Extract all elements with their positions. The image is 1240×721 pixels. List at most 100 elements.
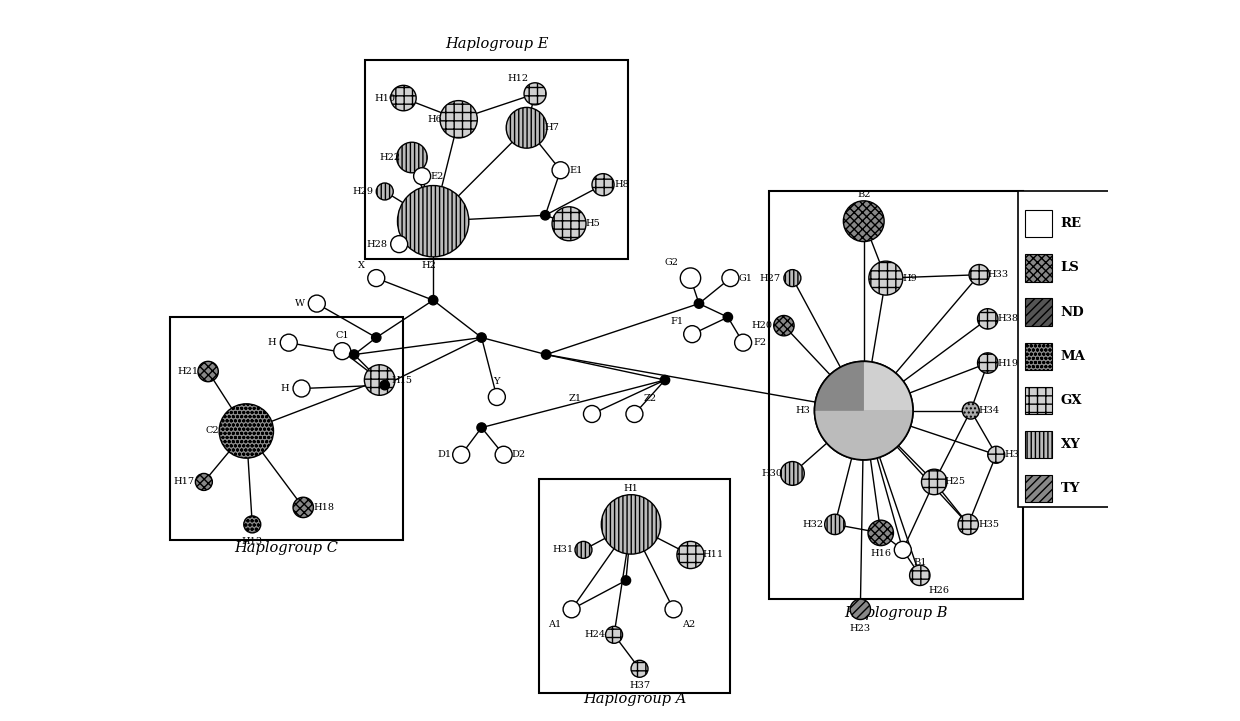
Circle shape xyxy=(309,295,325,312)
Circle shape xyxy=(368,270,384,287)
Bar xyxy=(1025,255,1053,281)
Text: H33: H33 xyxy=(987,270,1008,279)
Text: H34: H34 xyxy=(978,406,999,415)
Bar xyxy=(769,192,1023,599)
Circle shape xyxy=(825,514,844,534)
Text: RE: RE xyxy=(1060,217,1081,230)
Circle shape xyxy=(552,162,569,179)
Bar xyxy=(1025,210,1053,237)
Text: H7: H7 xyxy=(544,123,559,132)
Text: H11: H11 xyxy=(702,550,723,559)
Text: G2: G2 xyxy=(665,258,678,267)
Text: H29: H29 xyxy=(352,187,373,196)
Text: C2: C2 xyxy=(206,427,219,435)
Circle shape xyxy=(489,389,506,405)
Text: D2: D2 xyxy=(512,450,526,459)
Text: H5: H5 xyxy=(585,219,600,229)
Circle shape xyxy=(495,446,512,464)
Text: A2: A2 xyxy=(682,620,696,629)
Circle shape xyxy=(280,334,298,351)
Circle shape xyxy=(894,541,911,558)
Text: H35: H35 xyxy=(978,520,999,529)
Circle shape xyxy=(681,268,701,288)
Circle shape xyxy=(552,207,587,241)
Wedge shape xyxy=(864,361,913,410)
Circle shape xyxy=(910,565,930,585)
Bar xyxy=(1025,298,1053,326)
Text: Z1: Z1 xyxy=(568,394,582,403)
Circle shape xyxy=(414,168,430,185)
Circle shape xyxy=(563,601,580,618)
Text: LS: LS xyxy=(1060,262,1080,275)
Text: F2: F2 xyxy=(754,338,766,347)
Bar xyxy=(1025,342,1053,370)
Circle shape xyxy=(453,446,470,464)
Text: H21: H21 xyxy=(177,367,198,376)
Bar xyxy=(1025,475,1053,503)
Bar xyxy=(539,479,730,693)
Text: H19: H19 xyxy=(998,358,1018,368)
Text: H8: H8 xyxy=(614,180,629,189)
Circle shape xyxy=(381,381,389,390)
Circle shape xyxy=(391,236,408,252)
Text: H3: H3 xyxy=(795,406,810,415)
Circle shape xyxy=(506,107,547,149)
Text: H1: H1 xyxy=(624,485,639,493)
Text: H9: H9 xyxy=(903,273,916,283)
Circle shape xyxy=(365,365,396,395)
Circle shape xyxy=(584,405,600,423)
Circle shape xyxy=(541,211,549,220)
Circle shape xyxy=(677,541,704,569)
Text: G1: G1 xyxy=(739,273,753,283)
Text: Haplogroup E: Haplogroup E xyxy=(445,37,548,51)
Circle shape xyxy=(843,201,884,242)
Text: F1: F1 xyxy=(671,317,683,326)
Wedge shape xyxy=(815,410,913,460)
Text: H13: H13 xyxy=(242,537,263,546)
Text: H30: H30 xyxy=(761,469,782,478)
Circle shape xyxy=(869,261,903,295)
Circle shape xyxy=(631,660,649,677)
Circle shape xyxy=(440,101,477,138)
Circle shape xyxy=(350,350,358,359)
Text: TY: TY xyxy=(1060,482,1080,495)
Text: H17: H17 xyxy=(172,477,193,487)
Bar xyxy=(170,317,403,540)
Text: H23: H23 xyxy=(849,624,870,632)
Circle shape xyxy=(921,469,947,495)
Text: H32: H32 xyxy=(802,520,823,529)
Text: GX: GX xyxy=(1060,394,1083,407)
Circle shape xyxy=(575,541,591,558)
Text: B2: B2 xyxy=(857,190,870,198)
Text: H36: H36 xyxy=(1004,450,1025,459)
Circle shape xyxy=(605,627,622,643)
Text: H: H xyxy=(280,384,289,393)
Circle shape xyxy=(477,333,486,342)
Text: H15: H15 xyxy=(392,376,412,384)
Text: E1: E1 xyxy=(569,166,583,174)
Text: H16: H16 xyxy=(870,549,892,558)
Text: Haplogroup C: Haplogroup C xyxy=(234,541,339,555)
Circle shape xyxy=(397,142,428,173)
Text: H26: H26 xyxy=(928,586,949,595)
Text: H28: H28 xyxy=(367,239,388,249)
Text: C1: C1 xyxy=(336,332,350,340)
Text: H38: H38 xyxy=(998,314,1018,324)
Text: H: H xyxy=(268,338,277,347)
Circle shape xyxy=(372,333,381,342)
Bar xyxy=(1025,387,1053,414)
Wedge shape xyxy=(815,361,864,410)
Text: ND: ND xyxy=(1060,306,1085,319)
Circle shape xyxy=(293,497,314,518)
Circle shape xyxy=(376,183,393,200)
Text: H24: H24 xyxy=(585,630,606,640)
Circle shape xyxy=(968,265,990,285)
Text: H27: H27 xyxy=(760,273,781,283)
Text: E2: E2 xyxy=(430,172,444,181)
Bar xyxy=(366,60,629,260)
Text: H12: H12 xyxy=(507,74,528,83)
Circle shape xyxy=(665,601,682,618)
Circle shape xyxy=(196,474,212,490)
Text: H2: H2 xyxy=(422,261,436,270)
Text: Haplogroup B: Haplogroup B xyxy=(844,606,947,620)
